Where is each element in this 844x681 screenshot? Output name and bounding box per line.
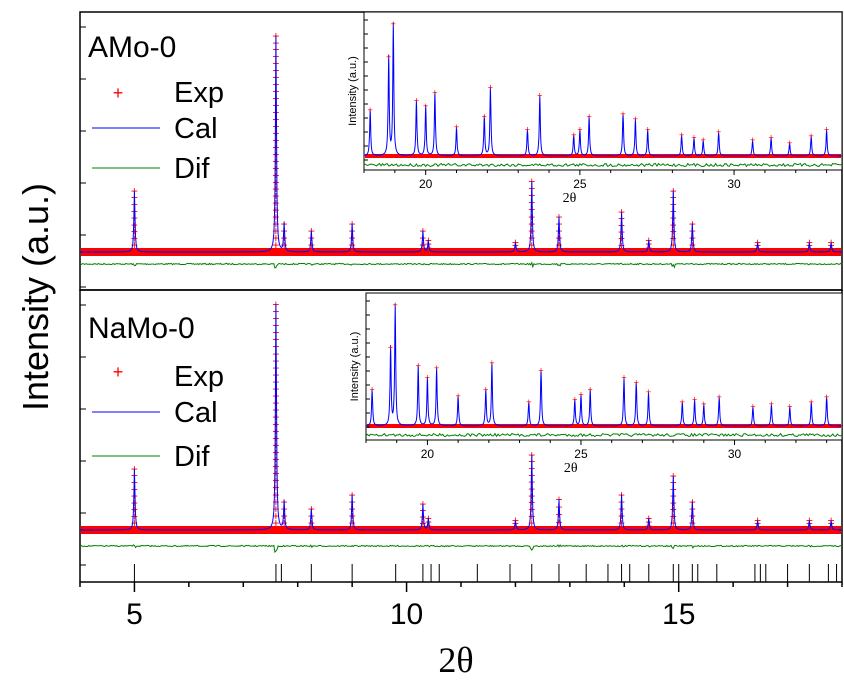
inset-exp-marker: + <box>646 387 651 397</box>
inset-exp-marker: + <box>787 402 792 412</box>
inset-exp-marker: + <box>455 391 460 401</box>
inset-x-tick-label: 30 <box>728 447 742 461</box>
inset-exp-marker: + <box>620 109 625 119</box>
inset-exp-marker: + <box>680 397 685 407</box>
inset-exp-marker: + <box>483 385 488 395</box>
bottom-legend: + Exp Cal Dif <box>92 361 224 473</box>
inset-exp-marker: + <box>489 358 494 368</box>
inset-exp-marker: + <box>809 131 814 141</box>
inset-exp-marker: + <box>769 399 774 409</box>
inset-y-axis-title: Intensity (a.u.) <box>349 332 361 402</box>
top-inset: + + + + + + + + + + + + + + + + + + + + + + + + + +20 25 30 2θ Intens… <box>347 12 842 206</box>
top-sample-label: AMo-0 <box>88 31 176 64</box>
inset-exp-marker: + <box>679 130 684 140</box>
inset-exp-marker: + <box>370 385 375 395</box>
legend-cal-label: Cal <box>174 397 218 429</box>
inset-exp-marker: + <box>416 361 421 371</box>
inset-exp-marker: + <box>386 52 391 62</box>
inset-exp-marker: + <box>633 114 638 124</box>
inset-exp-marker: + <box>621 373 626 383</box>
inset-exp-marker: + <box>368 105 373 115</box>
inset-exp-marker: + <box>701 399 706 409</box>
dif-line <box>80 263 842 268</box>
inset-x-tick-label: 20 <box>421 447 435 461</box>
inset-exp-marker: + <box>692 394 697 404</box>
inset-exp-marker: + <box>571 130 576 140</box>
x-tick-label: 10 <box>390 598 423 631</box>
y-axis-title: Intensity (a.u.) <box>15 183 56 411</box>
top-legend: + Exp Cal Dif <box>92 77 224 185</box>
inset-exp-marker: + <box>391 19 396 29</box>
x-tick-label: 15 <box>662 598 695 631</box>
inset-exp-marker: + <box>577 125 582 135</box>
inset-exp-marker: + <box>432 88 437 98</box>
inset-exp-marker: + <box>538 365 543 375</box>
inset-exp-marker: + <box>634 377 639 387</box>
bottom-sample-label: NaMo-0 <box>88 312 195 345</box>
inset-exp-marker: + <box>454 122 459 132</box>
inset-x-tick-label: 20 <box>419 177 433 191</box>
legend-dif-label: Dif <box>174 153 210 185</box>
x-axis-title: 2θ <box>438 640 473 680</box>
inset-exp-marker: + <box>750 402 755 412</box>
inset-x-axis-title: 2θ <box>564 461 578 476</box>
inset-y-axis-title: Intensity (a.u.) <box>347 56 359 126</box>
inset-exp-marker: + <box>537 90 542 100</box>
inset-exp-marker: + <box>824 125 829 135</box>
inset-x-axis-title: 2θ <box>563 191 577 206</box>
inset-exp-marker: + <box>768 133 773 143</box>
bottom-inset: + + + + + + + + + + + + + + + + + + + + + + + + + +20 25 30 2θ Intens… <box>349 293 842 476</box>
legend-exp-marker: + <box>113 83 124 103</box>
inset-x-tick-label: 25 <box>573 177 587 191</box>
inset-exp-marker: + <box>824 392 829 402</box>
inset-exp-marker: + <box>588 385 593 395</box>
inset-exp-marker: + <box>393 300 398 310</box>
inset-exp-marker: + <box>691 133 696 143</box>
legend-exp-label: Exp <box>174 77 224 109</box>
inset-exp-marker: + <box>525 125 530 135</box>
inset-exp-marker: + <box>414 96 419 106</box>
x-tick-label: 5 <box>126 598 143 631</box>
inset-exp-marker: + <box>701 135 706 145</box>
inset-exp-marker: + <box>572 394 577 404</box>
inset-exp-marker: + <box>716 127 721 137</box>
inset-exp-marker: + <box>750 135 755 145</box>
inset-exp-marker: + <box>488 82 493 92</box>
inset-exp-marker: + <box>434 363 439 373</box>
inset-exp-marker: + <box>645 125 650 135</box>
dif-line <box>80 545 842 552</box>
legend-exp-label: Exp <box>174 361 224 393</box>
inset-exp-marker: + <box>578 390 583 400</box>
inset-exp-marker: + <box>809 397 814 407</box>
inset-exp-marker: + <box>787 138 792 148</box>
inset-exp-marker: + <box>423 101 428 111</box>
inset-exp-marker: + <box>526 397 531 407</box>
inset-exp-marker: + <box>482 111 487 121</box>
legend-dif-label: Dif <box>174 441 210 473</box>
inset-exp-marker: + <box>388 342 393 352</box>
inset-x-tick-label: 30 <box>727 177 741 191</box>
inset-exp-marker: + <box>425 373 430 383</box>
legend-cal-label: Cal <box>174 113 218 145</box>
legend-exp-marker: + <box>113 362 124 382</box>
inset-exp-marker: + <box>717 392 722 402</box>
inset-x-tick-label: 25 <box>574 447 588 461</box>
inset-exp-marker: + <box>586 111 591 121</box>
